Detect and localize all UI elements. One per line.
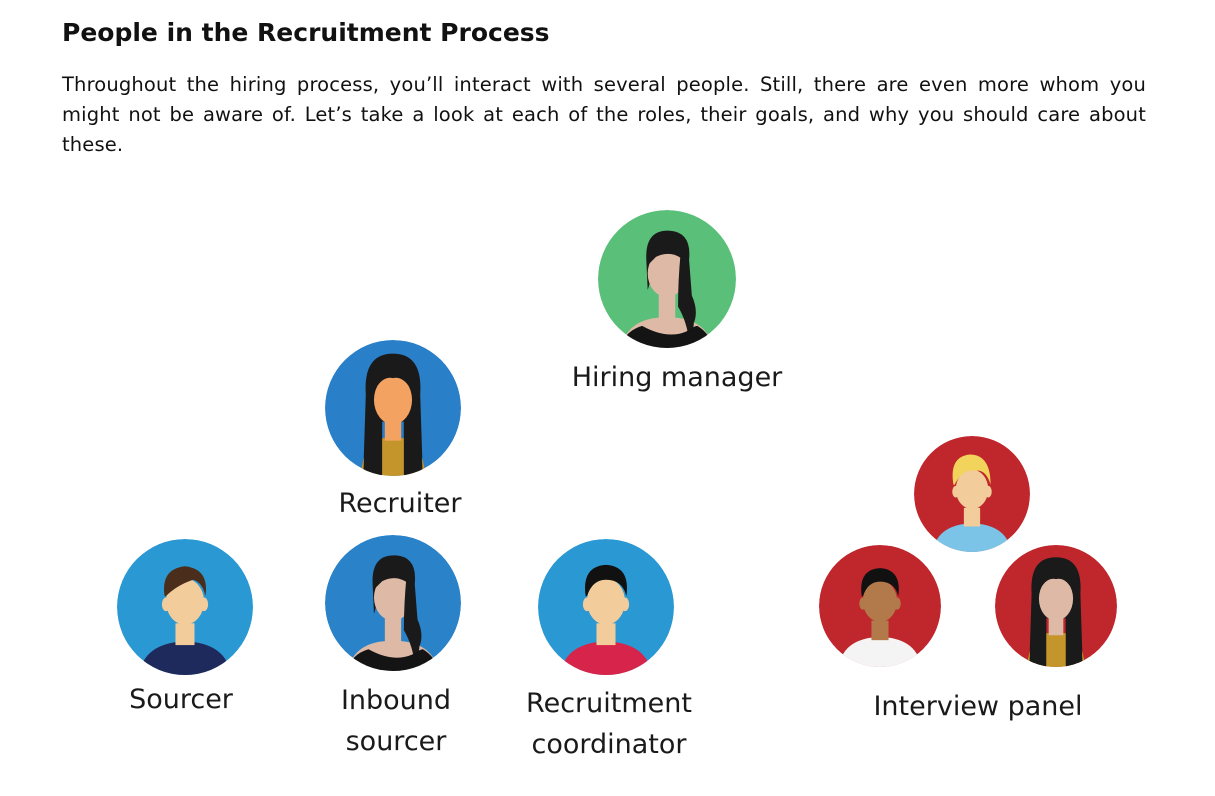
interview-panel-avatar-left — [819, 545, 941, 667]
interview-panel-label: Interview panel — [873, 691, 1083, 722]
interview-panel-avatar-top — [914, 436, 1030, 552]
hiring-manager-avatar — [598, 210, 736, 348]
page-title: People in the Recruitment Process — [62, 18, 550, 47]
interview-panel-avatar-right — [995, 545, 1117, 667]
recruitment-coordinator-avatar — [538, 539, 674, 675]
inbound-sourcer-label: Inbound sourcer — [340, 685, 452, 757]
recruiter-label: Recruiter — [338, 488, 462, 519]
sourcer-avatar — [117, 539, 253, 675]
intro-paragraph: Throughout the hiring process, you’ll in… — [62, 73, 1146, 156]
recruiter-avatar — [325, 340, 461, 476]
hiring-manager-label: Hiring manager — [571, 362, 783, 393]
recruitment-coordinator-label: Recruitment coordinator — [526, 688, 692, 760]
sourcer-label: Sourcer — [129, 684, 233, 715]
inbound-sourcer-avatar — [325, 535, 461, 671]
